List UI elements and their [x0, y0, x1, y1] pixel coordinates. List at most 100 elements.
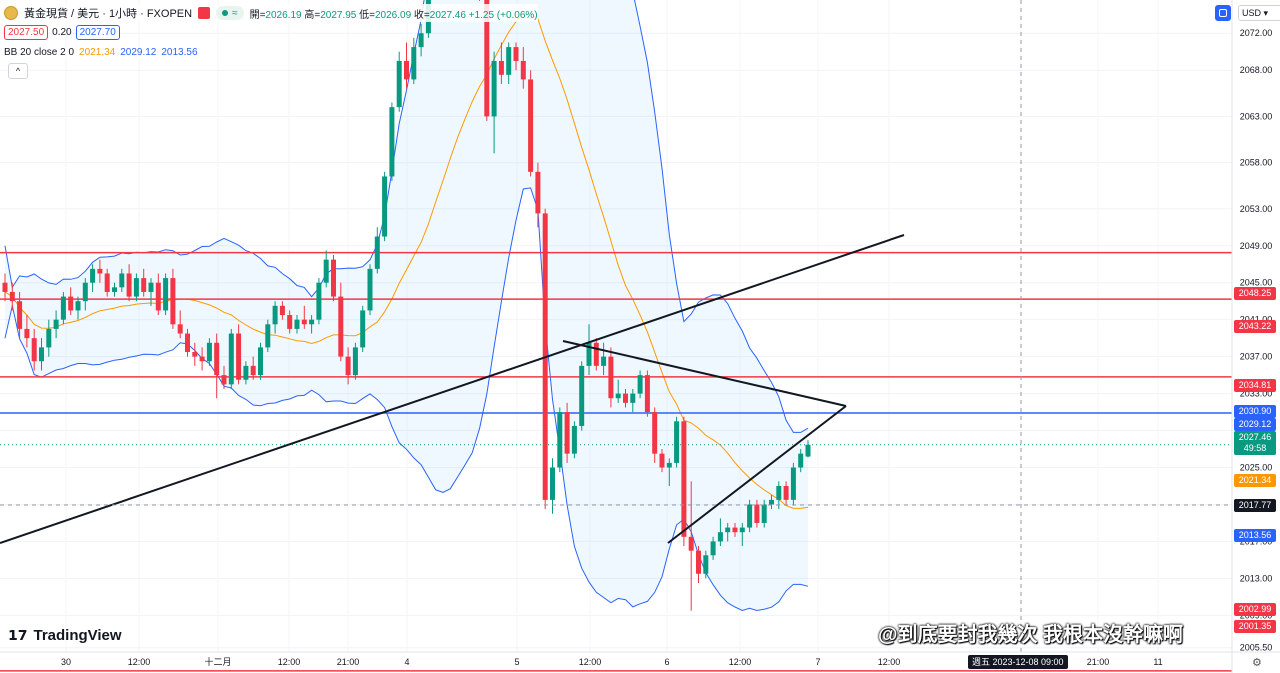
time-tick-label: 7 [815, 657, 820, 667]
price-tick-label: 2025.00 [1240, 463, 1273, 473]
indicator-name: BB 20 close 2 0 [4, 47, 75, 58]
currency-select[interactable]: USD ▾ [1238, 5, 1280, 21]
high-label: 高= [304, 9, 321, 21]
price-tag-band: 2029.12 [1234, 418, 1276, 431]
candle-body [60, 296, 66, 320]
symbol-title[interactable]: 黃金現貨 / 美元 · 1小時 · FXOPEN [24, 8, 193, 20]
crosshair-date-label: 週五 2023-12-08 09:00 [968, 655, 1068, 669]
candle-body [725, 527, 731, 533]
candle-body [294, 319, 300, 329]
currency-label: USD [1242, 8, 1262, 18]
candle-body [185, 333, 190, 353]
time-axis: 30 12:00 十二月 12:00 21:00 4 5 12:00 6 12:00 7 12:00 2… [61, 656, 1163, 667]
chart-header: 黃金現貨 / 美元 · 1小時 · FXOPEN ≈ 開=2026.19 高=2… [4, 4, 538, 22]
time-tick-label: 21:00 [1087, 657, 1110, 667]
candle-body [9, 291, 15, 302]
collapse-legend-button[interactable]: ^ [8, 63, 28, 79]
basis-line [4, 13, 809, 509]
candle-body [17, 301, 23, 329]
sell-price-button[interactable]: 2027.50 [4, 25, 49, 40]
candle-body [491, 60, 497, 117]
candle-body [557, 412, 563, 468]
candle-body [338, 296, 344, 357]
candle-body [761, 504, 767, 523]
candle-body [418, 33, 424, 48]
candle-body [717, 532, 723, 542]
candle-body [352, 347, 358, 376]
time-tick-label: 12:00 [128, 657, 151, 667]
band-fill-area [5, 0, 808, 611]
price-tag-hline: 2002.99 [1234, 603, 1276, 616]
candle-body [31, 338, 37, 362]
candle-body [674, 421, 680, 463]
candle-body [652, 412, 658, 454]
candle-body [396, 60, 402, 108]
high-value: 2027.95 [320, 9, 357, 21]
price-tag-basis: 2021.34 [1234, 474, 1276, 487]
price-axis: 2072.00 2068.00 2063.00 2058.00 2053.00 2049.… [1240, 28, 1273, 652]
buy-price-button[interactable]: 2027.70 [75, 25, 120, 40]
candle-body [513, 47, 519, 61]
time-tick-label: 12:00 [729, 657, 752, 667]
candle-body [696, 550, 701, 574]
candle-body [550, 467, 555, 500]
candle-body [192, 352, 198, 357]
price-tick-label: 2041.00 [1240, 315, 1273, 325]
price-tick-label: 2005.50 [1240, 643, 1273, 653]
price-tag-cross: 2017.77 [1234, 499, 1276, 512]
candle-body [46, 328, 52, 348]
quote-row: 2027.50 0.20 2027.70 [4, 25, 120, 40]
market-status-badge[interactable]: ≈ [216, 6, 244, 20]
candle-body [68, 296, 74, 311]
horizontal-levels [0, 251, 1232, 672]
candle-body [776, 485, 782, 500]
candle-body [747, 504, 753, 528]
indicator-legend[interactable]: BB 20 close 2 0 2021.34 2029.12 2013.56 [4, 47, 198, 58]
tradingview-logo[interactable]: 𝟭𝟳 TradingView [8, 627, 122, 644]
price-tick-label: 2013.00 [1240, 573, 1273, 583]
candle-body [2, 282, 8, 292]
candle-body [323, 259, 329, 283]
flag-icon[interactable] [198, 7, 211, 19]
candle-body [666, 462, 672, 468]
candle-body [484, 0, 490, 117]
candle-body [659, 453, 665, 468]
price-tick-label: 2068.00 [1240, 65, 1273, 75]
time-tick-label: 十二月 [204, 656, 231, 667]
candle-body [163, 278, 169, 311]
candle-body [250, 365, 256, 376]
candle-body [783, 485, 789, 500]
candle-body [703, 555, 709, 574]
candle-body [287, 315, 293, 329]
candle-body [769, 499, 774, 505]
price-tick-label: 2037.00 [1240, 352, 1273, 362]
candle-body [630, 393, 636, 403]
candle-body [506, 47, 512, 75]
triangle-upper-line [562, 340, 847, 407]
grid [0, 0, 1232, 652]
candle-body [141, 278, 147, 292]
candle-body [39, 347, 44, 362]
time-tick-label: 12:00 [579, 657, 602, 667]
candle-body [345, 356, 351, 376]
candle-body [754, 504, 760, 523]
candle-body [228, 333, 234, 385]
triangle-lower-line [667, 405, 847, 544]
time-tick-label: 30 [61, 657, 71, 667]
price-tag-countdown: 49:58 [1234, 442, 1276, 455]
price-tick-label: 2033.00 [1240, 389, 1273, 399]
gold-icon [4, 6, 18, 20]
price-tag-blue: 2030.90 [1234, 405, 1276, 418]
candle-body [331, 259, 336, 297]
price-tag-hline: 2034.81 [1234, 379, 1276, 392]
settings-gear-icon[interactable]: ⚙ [1252, 657, 1262, 669]
price-tick-label: 2063.00 [1240, 111, 1273, 121]
price-tick-label: 2045.00 [1240, 278, 1273, 288]
open-value: 2026.19 [265, 9, 302, 21]
close-value: 2027.46 [429, 9, 466, 21]
time-tick-label: 12:00 [278, 657, 301, 667]
layout-toggle-icon[interactable] [1215, 5, 1231, 21]
candle-body [221, 375, 227, 385]
candle-body [309, 319, 315, 325]
